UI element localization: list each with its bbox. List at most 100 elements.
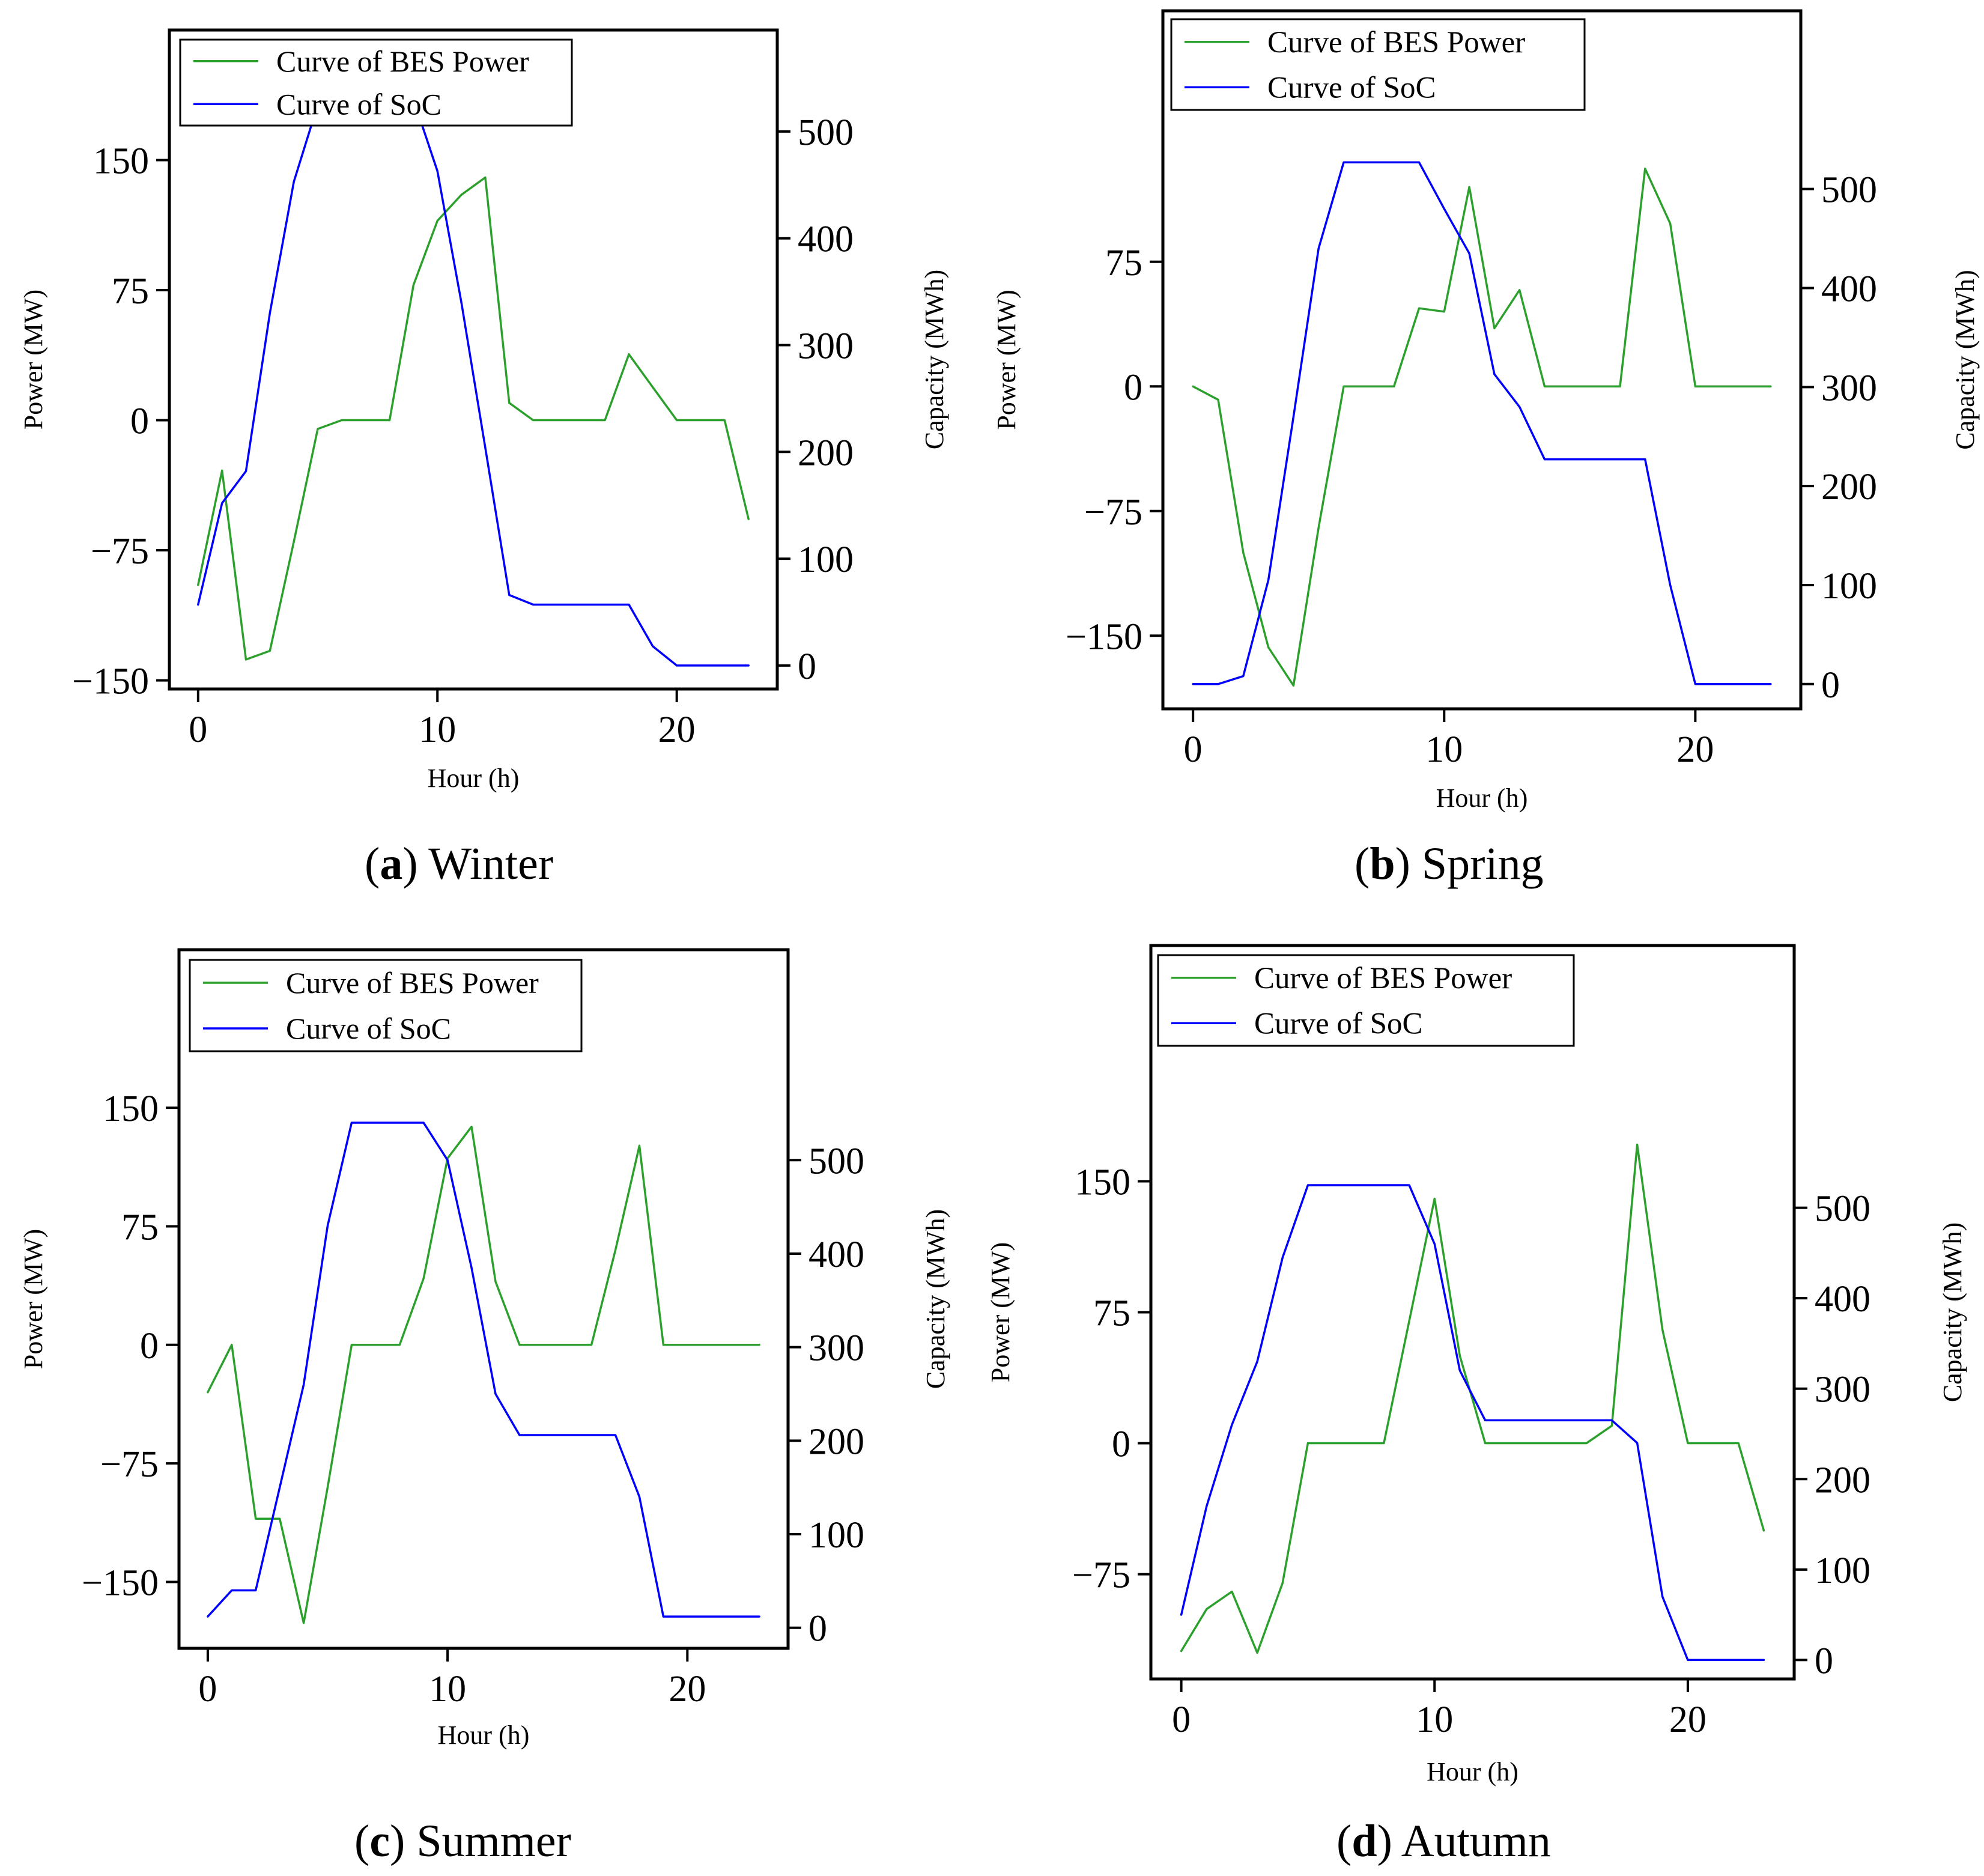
power-series-line	[1180, 1143, 1765, 1654]
legend-power-label: Curve of BES Power	[286, 966, 539, 1000]
legend: Curve of BES Power Curve of SoC	[1157, 954, 1575, 1047]
y-right-tick-label: 300	[1821, 368, 1877, 408]
legend-box	[179, 38, 573, 127]
y-left-tick-label: 0	[140, 1326, 159, 1367]
y-right-tick-label: 0	[798, 646, 816, 687]
caption-letter-d: d	[1351, 1816, 1377, 1866]
x-axis-label: Hour (h)	[1427, 1757, 1518, 1786]
y-right-tick-label: 200	[1815, 1460, 1870, 1501]
y-right-axis-label: Capacity (MWh)	[1950, 270, 1980, 449]
y-left-tick-label: −75	[1084, 492, 1142, 533]
y-left-tick-label: −150	[82, 1562, 159, 1603]
legend-soc-label: Curve of SoC	[1254, 1007, 1423, 1040]
chart-panel-a: 0 10 20 −150 −75 0 75 150 0 100 200 300 400 500 Hour (…	[19, 28, 949, 793]
y-left-tick-label: −75	[91, 531, 149, 572]
y-right-tick-label: 200	[1821, 467, 1877, 508]
legend-power-label: Curve of BES Power	[1254, 962, 1512, 995]
y-right-axis-label: Capacity (MWh)	[1938, 1222, 1967, 1402]
x-tick-label: 0	[1172, 1699, 1191, 1740]
y-right-tick-label: 300	[808, 1328, 864, 1369]
x-tick-label: 10	[1425, 729, 1463, 770]
caption-title-c: Summer	[416, 1816, 571, 1866]
y-left-tick-label: 150	[93, 141, 149, 182]
y-right-axis-label: Capacity (MWh)	[921, 1209, 950, 1389]
legend-power-label: Curve of BES Power	[276, 44, 529, 78]
caption-title-b: Spring	[1421, 839, 1544, 889]
plot-frame	[177, 948, 790, 1650]
y-right-tick-label: 100	[1815, 1550, 1870, 1591]
y-right-tick-label: 0	[1821, 665, 1840, 706]
soc-series-line	[1192, 161, 1772, 685]
soc-series-line	[1180, 1184, 1765, 1662]
legend-box	[189, 959, 583, 1052]
y-right-tick-label: 400	[1815, 1279, 1870, 1320]
x-tick-label: 20	[658, 709, 696, 750]
y-right-tick-label: 100	[808, 1515, 864, 1556]
legend: Curve of BES Power Curve of SoC	[179, 38, 573, 127]
legend-soc-label: Curve of SoC	[276, 87, 441, 121]
caption-letter-a: a	[380, 839, 403, 889]
legend-power-label: Curve of BES Power	[1267, 26, 1525, 59]
y-right-tick-label: 200	[808, 1421, 864, 1462]
x-tick-label: 20	[1669, 1699, 1706, 1740]
y-left-tick-label: 0	[130, 401, 149, 442]
y-right-tick-label: 0	[808, 1609, 827, 1650]
caption-letter-c: c	[369, 1816, 390, 1866]
x-axis-label: Hour (h)	[438, 1720, 530, 1750]
x-tick-label: 0	[189, 709, 207, 750]
y-left-tick-label: 0	[1112, 1424, 1130, 1465]
legend: Curve of BES Power Curve of SoC	[189, 959, 583, 1052]
legend: Curve of BES Power Curve of SoC	[1170, 18, 1586, 111]
y-right-tick-label: 100	[798, 539, 854, 580]
caption-autumn: (d) Autumn	[1336, 1816, 1551, 1866]
y-right-tick-label: 500	[1815, 1189, 1870, 1230]
y-left-tick-label: 75	[121, 1207, 159, 1248]
x-axis-label: Hour (h)	[1436, 783, 1528, 813]
power-series-line	[207, 1125, 760, 1624]
power-series-line	[1192, 168, 1772, 687]
legend-soc-label: Curve of SoC	[286, 1012, 451, 1045]
caption-winter: (a) Winter	[365, 839, 554, 889]
x-tick-label: 0	[198, 1669, 217, 1710]
y-left-tick-label: 0	[1124, 367, 1142, 408]
y-left-tick-label: 75	[1105, 243, 1142, 284]
y-left-tick-label: −150	[72, 661, 149, 702]
legend-soc-label: Curve of SoC	[1267, 71, 1436, 105]
power-series-line	[197, 176, 750, 661]
y-right-tick-label: 300	[798, 326, 854, 366]
y-right-tick-label: 200	[798, 433, 854, 473]
y-left-tick-label: 75	[112, 271, 149, 312]
chart-panel-c: 0 10 20 −150 −75 0 75 150 0 100 200 300 400 500 Hour (…	[19, 948, 950, 1750]
y-right-tick-label: 400	[1821, 269, 1877, 310]
y-right-axis-label: Capacity (MWh)	[920, 270, 949, 449]
plot-frame	[1161, 9, 1803, 711]
y-left-tick-label: −75	[1072, 1555, 1130, 1596]
x-tick-label: 10	[429, 1669, 466, 1710]
caption-title-d: Autumn	[1401, 1816, 1551, 1866]
y-right-tick-label: 500	[1821, 170, 1877, 211]
caption-letter-b: b	[1370, 839, 1395, 889]
y-left-axis-label: Power (MW)	[986, 1242, 1015, 1382]
chart-panel-b: 0 10 20 −150 −75 0 75 0 100 200 300 400 500 Hour (h) P…	[992, 9, 1980, 813]
y-right-tick-label: 400	[808, 1234, 864, 1275]
y-right-tick-label: 500	[798, 112, 854, 153]
legend-box	[1170, 18, 1586, 111]
soc-series-line	[197, 98, 750, 667]
y-right-tick-label: 100	[1821, 566, 1877, 607]
y-left-axis-label: Power (MW)	[19, 1229, 48, 1369]
legend-box	[1157, 954, 1575, 1047]
x-axis-label: Hour (h)	[428, 763, 520, 793]
y-left-tick-label: −150	[1066, 616, 1142, 657]
x-tick-label: 0	[1184, 729, 1203, 770]
x-tick-label: 20	[669, 1669, 706, 1710]
y-left-tick-label: 75	[1093, 1293, 1130, 1334]
y-left-axis-label: Power (MW)	[19, 290, 48, 430]
caption-spring: (b) Spring	[1355, 839, 1544, 889]
caption-summer: (c) Summer	[354, 1816, 571, 1866]
x-tick-label: 10	[419, 709, 456, 750]
y-right-tick-label: 500	[808, 1141, 864, 1182]
y-right-tick-label: 0	[1815, 1641, 1833, 1681]
caption-title-a: Winter	[428, 839, 554, 889]
